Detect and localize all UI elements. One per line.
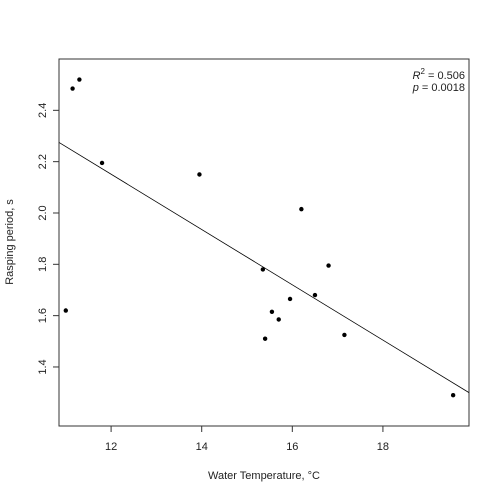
data-point xyxy=(70,86,75,91)
data-point xyxy=(299,206,304,212)
data-point xyxy=(262,336,268,341)
y-tick-label: 1.6 xyxy=(37,308,49,323)
data-point xyxy=(77,77,82,82)
regression-line-group xyxy=(58,142,470,393)
data-point xyxy=(63,308,68,313)
data-point xyxy=(197,172,202,177)
x-axis-label: Water Temperature, °C xyxy=(208,470,320,482)
x-tick-label: 18 xyxy=(377,441,389,453)
y-tick-label: 1.8 xyxy=(37,257,49,272)
y-axis: 1.4 1.6 1.8 2.0 2.2 2.4 xyxy=(37,103,59,375)
x-tick-label: 14 xyxy=(196,441,208,453)
y-tick-label: 2.2 xyxy=(37,154,49,169)
y-tick-label: 2.0 xyxy=(37,205,49,220)
data-point xyxy=(342,332,347,338)
x-tick-label: 16 xyxy=(286,441,298,453)
x-axis: 12 14 16 18 xyxy=(105,426,389,453)
x-tick-label: 12 xyxy=(105,441,117,453)
data-point xyxy=(326,263,331,268)
data-point xyxy=(99,160,105,166)
r-squared-annotation: R2 = 0.506 xyxy=(413,67,465,82)
p-value-annotation: p = 0.0018 xyxy=(412,82,465,94)
data-point xyxy=(269,309,275,314)
data-point xyxy=(287,296,293,302)
data-point xyxy=(260,267,266,272)
y-tick-label: 1.4 xyxy=(37,359,49,374)
y-axis-label: Rasping period, s xyxy=(4,199,16,285)
regression-line xyxy=(58,142,470,393)
y-tick-label: 2.4 xyxy=(37,103,49,118)
data-point xyxy=(276,317,281,322)
data-point xyxy=(312,292,318,298)
plot-frame xyxy=(58,58,470,427)
data-points xyxy=(63,77,456,398)
data-point xyxy=(450,393,456,398)
